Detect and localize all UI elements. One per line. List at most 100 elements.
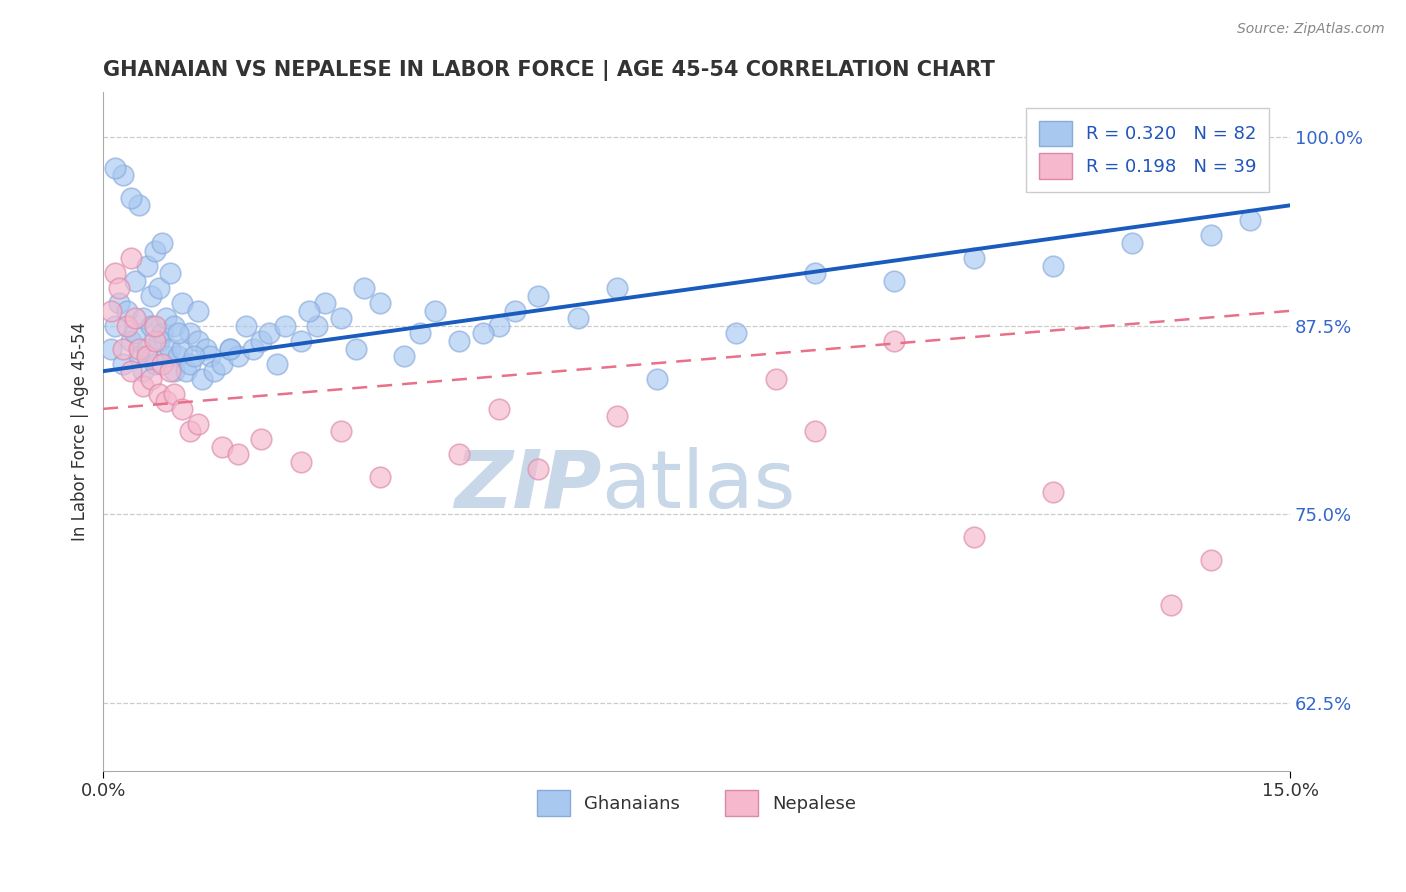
Point [155,394,177,409]
Point [765,372,787,386]
Point [314,296,336,310]
Point [218,342,240,356]
Point [124,274,146,288]
Point [804,266,827,280]
Point [187,304,209,318]
Text: ZIP: ZIP [454,447,602,524]
Point [211,440,233,454]
Point [567,311,589,326]
Point [179,326,201,341]
Point [124,326,146,341]
Point [187,417,209,431]
Point [1199,228,1222,243]
Point [172,296,194,310]
Point [344,342,367,356]
Point [329,425,352,439]
Point [155,349,177,363]
Point [148,334,170,348]
Point [120,334,142,348]
Point [108,296,131,310]
Point [135,342,157,356]
Point [139,318,162,333]
Point [167,349,190,363]
Point [202,364,225,378]
Point [120,251,142,265]
Point [527,289,550,303]
Point [131,379,153,393]
Point [104,318,127,333]
Point [120,364,142,378]
Point [187,334,209,348]
Point [120,191,142,205]
Point [606,409,628,424]
Point [290,455,312,469]
Point [449,447,471,461]
Point [488,401,510,416]
Point [329,311,352,326]
Point [152,326,174,341]
Point [527,462,550,476]
Point [1042,259,1064,273]
Text: GHANAIAN VS NEPALESE IN LABOR FORCE | AGE 45-54 CORRELATION CHART: GHANAIAN VS NEPALESE IN LABOR FORCE | AG… [103,60,995,80]
Point [274,318,297,333]
Point [100,304,122,318]
Y-axis label: In Labor Force | Age 45-54: In Labor Force | Age 45-54 [72,322,89,541]
Point [131,364,153,378]
Point [100,342,122,356]
Point [163,364,186,378]
Point [368,296,391,310]
Point [218,342,240,356]
Point [305,318,328,333]
Point [449,334,471,348]
Point [804,425,827,439]
Point [1199,552,1222,566]
Point [148,281,170,295]
Legend: Ghanaians, Nepalese: Ghanaians, Nepalese [530,782,863,822]
Point [115,318,138,333]
Point [368,469,391,483]
Point [425,304,447,318]
Point [143,334,166,348]
Point [645,372,668,386]
Point [167,326,190,341]
Point [408,326,430,341]
Point [111,168,134,182]
Point [128,198,150,212]
Point [503,304,526,318]
Point [135,259,157,273]
Point [159,266,181,280]
Point [471,326,494,341]
Point [353,281,375,295]
Text: atlas: atlas [602,447,796,524]
Point [128,342,150,356]
Point [298,304,321,318]
Text: Source: ZipAtlas.com: Source: ZipAtlas.com [1237,22,1385,37]
Point [139,372,162,386]
Point [259,326,281,341]
Point [143,244,166,258]
Point [108,281,131,295]
Point [152,357,174,371]
Point [226,447,249,461]
Point [488,318,510,333]
Point [191,372,214,386]
Point [155,311,177,326]
Point [962,251,984,265]
Point [172,342,194,356]
Point [1239,213,1261,227]
Point [111,342,134,356]
Point [235,318,257,333]
Point [883,274,905,288]
Point [124,311,146,326]
Point [135,349,157,363]
Point [159,342,181,356]
Point [174,364,197,378]
Point [128,349,150,363]
Point [1042,484,1064,499]
Point [606,281,628,295]
Point [104,266,127,280]
Point [242,342,264,356]
Point [172,401,194,416]
Point [104,161,127,175]
Point [1121,235,1143,250]
